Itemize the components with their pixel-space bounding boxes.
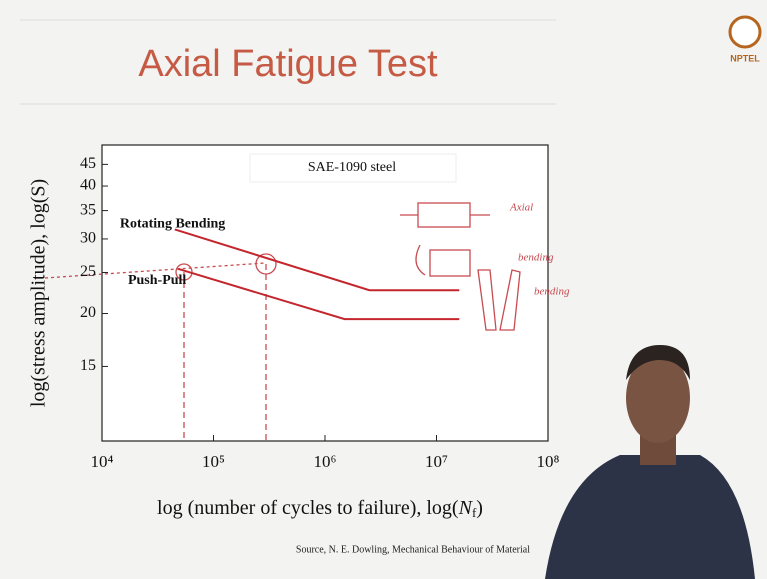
y-axis-label: log(stress amplitude), log(S): [28, 179, 50, 407]
x-tick-label: 10⁵: [202, 452, 225, 471]
x-tick-label: 10⁷: [425, 452, 448, 471]
slide-title: Axial Fatigue Test: [138, 43, 438, 85]
y-tick-label: 15: [80, 357, 96, 374]
series-label: Rotating Bending: [120, 217, 225, 232]
handwritten-note: Axial: [509, 202, 533, 214]
x-axis-label-part: ): [476, 497, 483, 519]
x-tick-label: 10⁶: [314, 452, 337, 471]
y-tick-label: 35: [80, 201, 96, 218]
subtitle: SAE-1090 steel: [308, 160, 396, 175]
logo-text: NPTEL: [730, 53, 760, 63]
y-tick-label: 45: [80, 155, 96, 172]
x-tick-label: 10⁸: [537, 452, 560, 471]
handwritten-note: bending: [518, 252, 554, 264]
x-axis-label: log (number of cycles to failure), log(N…: [157, 497, 483, 520]
source: Source, N. E. Dowling, Mechanical Behavi…: [296, 544, 530, 555]
slide: Axial Fatigue Test NPTEL SAE-1090 steel …: [0, 0, 767, 579]
logo-mark: [730, 17, 760, 47]
x-axis-label-part: log (number of cycles to failure), log(: [157, 497, 459, 519]
y-tick-label: 20: [80, 304, 96, 321]
y-tick-label: 40: [80, 177, 96, 194]
y-tick-label: 30: [80, 230, 96, 247]
x-tick-label: 10⁴: [91, 452, 114, 471]
series-label: Push-Pull: [128, 273, 186, 288]
handwritten-note: bending: [534, 286, 570, 298]
y-tick-label: 25: [80, 263, 96, 280]
